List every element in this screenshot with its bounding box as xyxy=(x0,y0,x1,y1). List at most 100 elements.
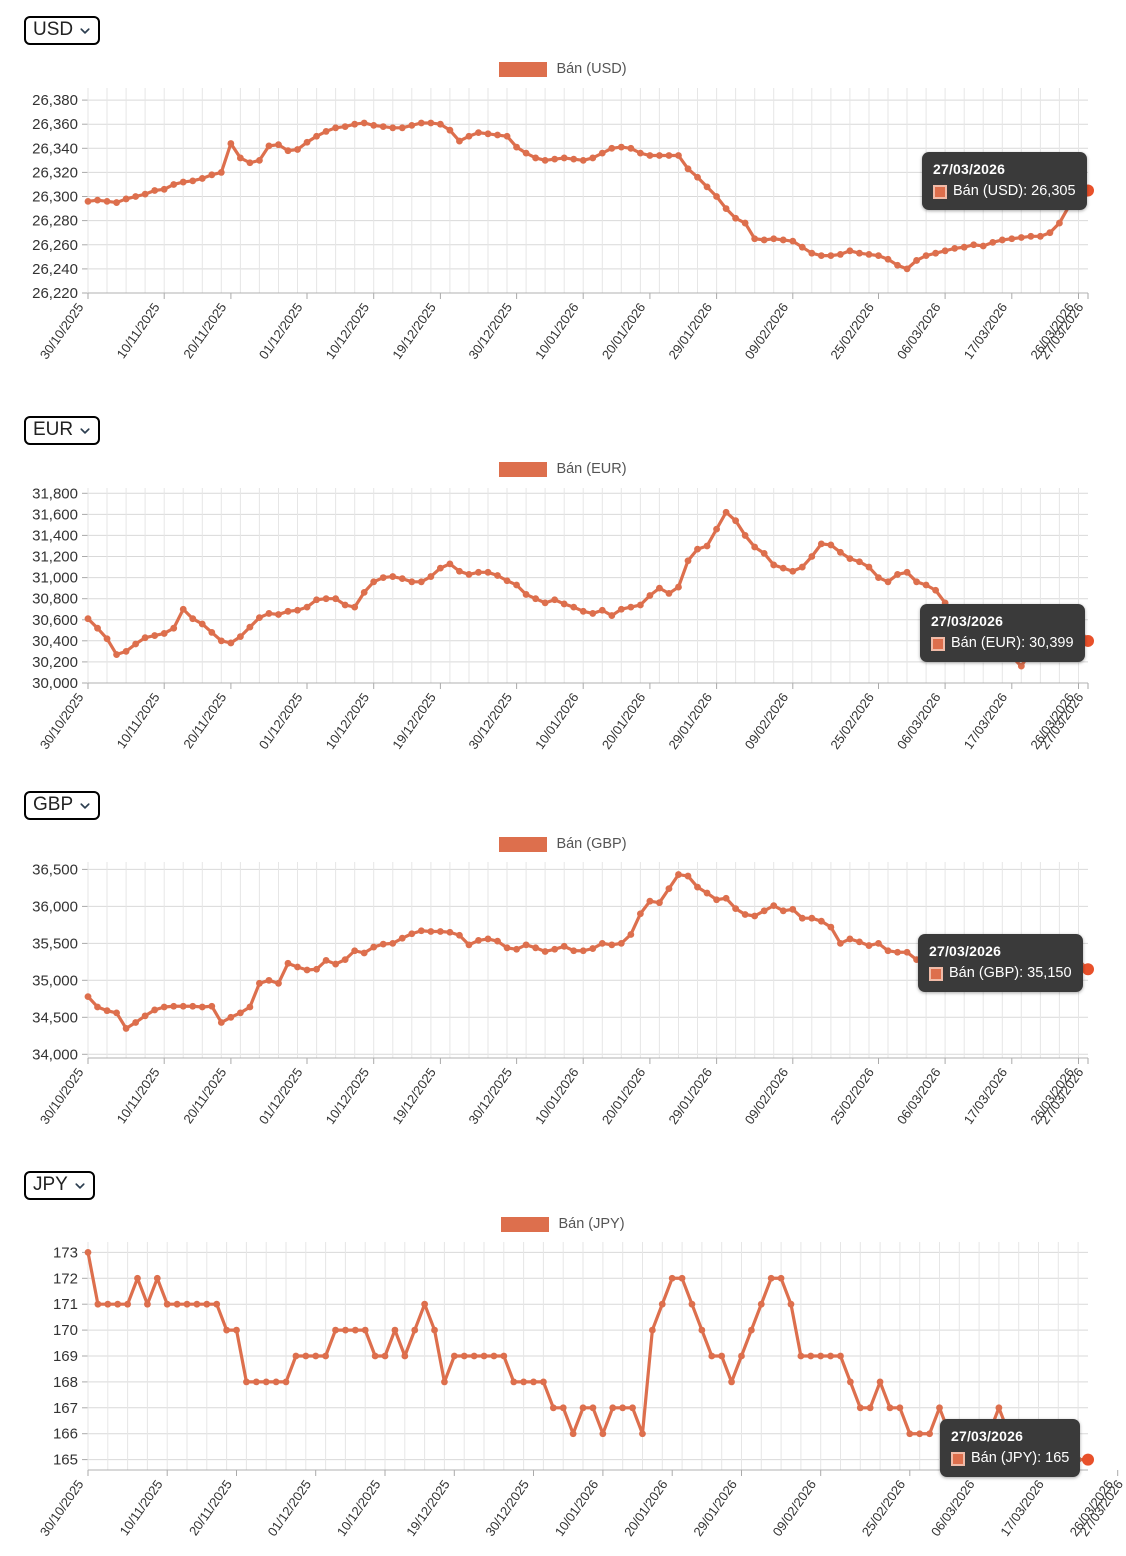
data-point[interactable] xyxy=(955,1456,963,1464)
data-point[interactable] xyxy=(103,635,111,643)
data-point[interactable] xyxy=(922,581,930,589)
data-point[interactable] xyxy=(151,632,159,639)
data-point[interactable] xyxy=(84,1248,92,1256)
data-point[interactable] xyxy=(341,123,349,130)
highlighted-data-point[interactable] xyxy=(1082,963,1094,976)
data-point[interactable] xyxy=(894,571,901,578)
data-point[interactable] xyxy=(965,1430,973,1438)
data-point[interactable] xyxy=(189,177,197,185)
data-point[interactable] xyxy=(342,1326,349,1334)
data-point[interactable] xyxy=(217,637,225,645)
data-point[interactable] xyxy=(208,1002,216,1010)
data-point[interactable] xyxy=(470,1352,478,1360)
data-point[interactable] xyxy=(694,545,701,553)
data-point[interactable] xyxy=(865,563,873,571)
data-point[interactable] xyxy=(332,1326,339,1334)
data-point[interactable] xyxy=(113,651,120,658)
data-point[interactable] xyxy=(408,930,416,938)
data-point[interactable] xyxy=(579,156,587,164)
data-point[interactable] xyxy=(303,603,311,611)
data-point[interactable] xyxy=(808,553,816,560)
data-point[interactable] xyxy=(208,171,216,179)
data-point[interactable] xyxy=(1074,1456,1082,1464)
data-point[interactable] xyxy=(1005,1430,1013,1438)
data-point[interactable] xyxy=(884,578,892,586)
data-point[interactable] xyxy=(284,607,292,615)
data-point[interactable] xyxy=(246,159,254,167)
data-point[interactable] xyxy=(398,124,406,132)
data-point[interactable] xyxy=(398,575,406,583)
data-point[interactable] xyxy=(551,945,559,953)
data-point[interactable] xyxy=(303,966,311,974)
data-point[interactable] xyxy=(846,247,854,255)
data-point[interactable] xyxy=(141,634,149,642)
data-point[interactable] xyxy=(351,120,359,128)
data-point[interactable] xyxy=(684,872,692,880)
data-point[interactable] xyxy=(292,1352,300,1360)
data-point[interactable] xyxy=(846,1378,854,1386)
data-point[interactable] xyxy=(520,1378,528,1386)
data-point[interactable] xyxy=(589,945,597,952)
data-point[interactable] xyxy=(170,624,178,632)
data-point[interactable] xyxy=(757,1300,765,1308)
data-point[interactable] xyxy=(608,144,616,152)
data-point[interactable] xyxy=(103,197,111,205)
data-point[interactable] xyxy=(465,571,473,578)
data-point[interactable] xyxy=(151,1006,159,1014)
data-point[interactable] xyxy=(629,1404,636,1412)
data-point[interactable] xyxy=(569,1430,577,1438)
data-point[interactable] xyxy=(513,945,520,953)
data-point[interactable] xyxy=(513,581,520,589)
data-point[interactable] xyxy=(551,596,559,604)
data-point[interactable] xyxy=(475,568,482,576)
data-point[interactable] xyxy=(541,599,549,607)
data-point[interactable] xyxy=(598,149,606,157)
data-point[interactable] xyxy=(446,560,454,568)
data-point[interactable] xyxy=(779,236,787,244)
data-point[interactable] xyxy=(836,251,844,258)
data-point[interactable] xyxy=(500,1352,508,1360)
data-point[interactable] xyxy=(856,1404,864,1412)
data-point[interactable] xyxy=(163,1300,171,1308)
data-point[interactable] xyxy=(884,947,892,955)
data-point[interactable] xyxy=(284,959,292,967)
data-point[interactable] xyxy=(1015,1456,1023,1464)
data-point[interactable] xyxy=(846,555,854,563)
data-point[interactable] xyxy=(903,265,911,273)
data-point[interactable] xyxy=(1008,235,1016,243)
data-point[interactable] xyxy=(559,1404,567,1412)
data-point[interactable] xyxy=(94,196,101,204)
data-point[interactable] xyxy=(836,548,844,556)
data-point[interactable] xyxy=(113,1009,120,1017)
data-point[interactable] xyxy=(170,181,178,188)
data-point[interactable] xyxy=(421,1300,429,1308)
data-point[interactable] xyxy=(665,885,673,893)
currency-select-usd[interactable]: USD xyxy=(24,16,101,45)
data-point[interactable] xyxy=(398,934,406,942)
data-point[interactable] xyxy=(932,586,940,594)
data-point[interactable] xyxy=(427,928,435,935)
data-point[interactable] xyxy=(609,1404,617,1412)
data-point[interactable] xyxy=(808,249,816,257)
data-point[interactable] xyxy=(570,603,578,611)
data-point[interactable] xyxy=(332,124,340,132)
data-point[interactable] xyxy=(183,1300,191,1308)
data-point[interactable] xyxy=(104,1300,112,1308)
data-point[interactable] xyxy=(998,236,1006,244)
data-point[interactable] xyxy=(189,615,197,623)
data-point[interactable] xyxy=(203,1300,211,1308)
data-point[interactable] xyxy=(170,1002,178,1010)
data-point[interactable] xyxy=(236,1009,244,1017)
data-point[interactable] xyxy=(827,541,835,549)
data-point[interactable] xyxy=(541,948,549,955)
data-point[interactable] xyxy=(456,567,463,575)
data-point[interactable] xyxy=(465,941,473,949)
data-point[interactable] xyxy=(856,249,863,257)
data-point[interactable] xyxy=(732,214,740,222)
data-point[interactable] xyxy=(160,1003,168,1011)
data-point[interactable] xyxy=(599,1430,607,1438)
data-point[interactable] xyxy=(275,141,282,149)
data-point[interactable] xyxy=(741,911,749,918)
data-point[interactable] xyxy=(456,137,463,145)
data-point[interactable] xyxy=(1054,1430,1062,1438)
